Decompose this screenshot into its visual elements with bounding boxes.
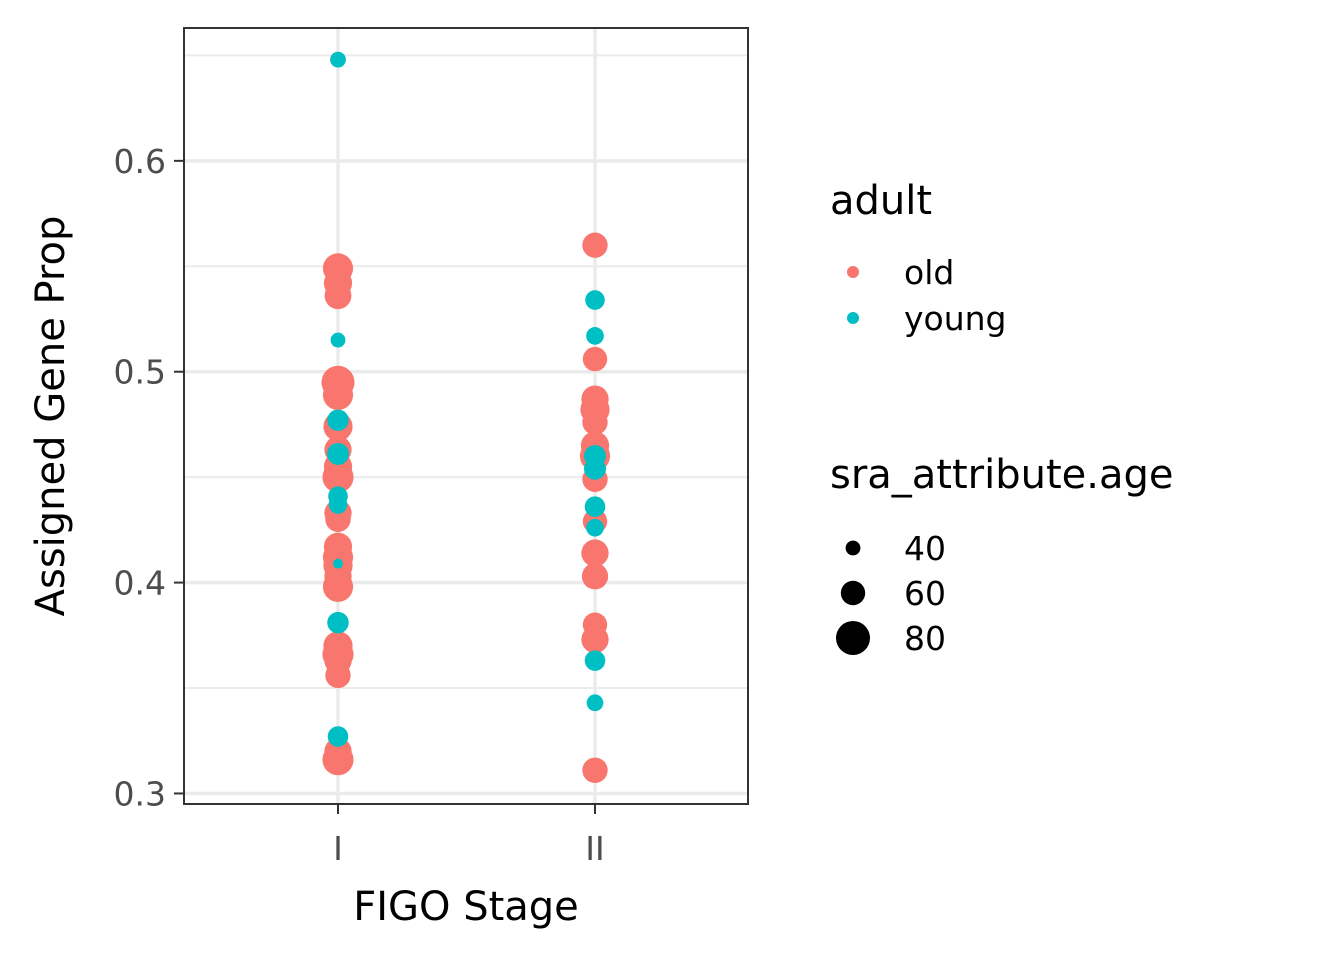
data-point-young: [330, 51, 346, 68]
axis-layer: 0.30.40.50.6I II: [114, 142, 605, 868]
color-legend: adult old young: [830, 178, 1007, 338]
data-point-young: [585, 290, 605, 310]
size-legend-label: 60: [904, 574, 946, 613]
points-layer: [321, 51, 611, 783]
x-axis-title: FIGO Stage: [353, 884, 579, 930]
data-point-young: [586, 327, 604, 345]
data-point-old: [581, 539, 609, 567]
panel-border: [183, 27, 749, 805]
data-point-young: [327, 442, 349, 465]
data-point-old: [582, 232, 608, 258]
size-legend-key: [840, 580, 866, 606]
data-point-young: [333, 558, 343, 569]
data-point-old: [581, 563, 609, 590]
data-point-young: [327, 409, 349, 431]
x-tick-label: II: [585, 829, 604, 868]
y-tick-label: 0.6: [114, 142, 166, 181]
size-legend-key: [845, 540, 861, 556]
size-legend-label: 80: [904, 619, 946, 658]
data-point-old: [582, 757, 608, 783]
data-point-young: [328, 495, 348, 514]
y-tick-label: 0.4: [114, 564, 166, 603]
data-point-young: [327, 726, 349, 747]
legend-key-young: [847, 312, 859, 324]
data-point-young: [584, 650, 606, 671]
data-point-old: [325, 662, 351, 689]
color-legend-title: adult: [830, 178, 932, 224]
data-point-young: [584, 496, 606, 517]
data-point-young: [586, 518, 604, 537]
legend-label-young: young: [904, 299, 1007, 338]
data-point-young: [330, 332, 346, 348]
y-tick-label: 0.3: [114, 774, 166, 813]
size-legend-key: [836, 621, 870, 655]
size-legend-title: sra_attribute.age: [830, 452, 1174, 498]
y-axis-title: Assigned Gene Prop: [28, 216, 74, 617]
data-point-young: [584, 457, 606, 480]
y-tick-label: 0.5: [114, 353, 166, 392]
data-point-old: [322, 379, 354, 410]
data-point-old: [324, 282, 352, 310]
size-legend: sra_attribute.age 40 60 80: [830, 452, 1174, 658]
size-legend-label: 40: [904, 529, 946, 568]
data-point-old: [322, 461, 354, 493]
data-point-old: [582, 409, 608, 436]
data-point-young: [327, 611, 349, 634]
panel-background: [184, 28, 748, 804]
x-tick-label: I: [333, 829, 343, 868]
legend-key-old: [847, 266, 859, 278]
data-point-old: [582, 346, 608, 372]
data-point-old: [325, 506, 351, 533]
data-point-old: [581, 625, 609, 654]
legend-label-old: old: [904, 253, 954, 292]
data-point-old: [322, 571, 354, 602]
data-point-young: [586, 694, 604, 712]
data-point-old: [322, 744, 354, 776]
